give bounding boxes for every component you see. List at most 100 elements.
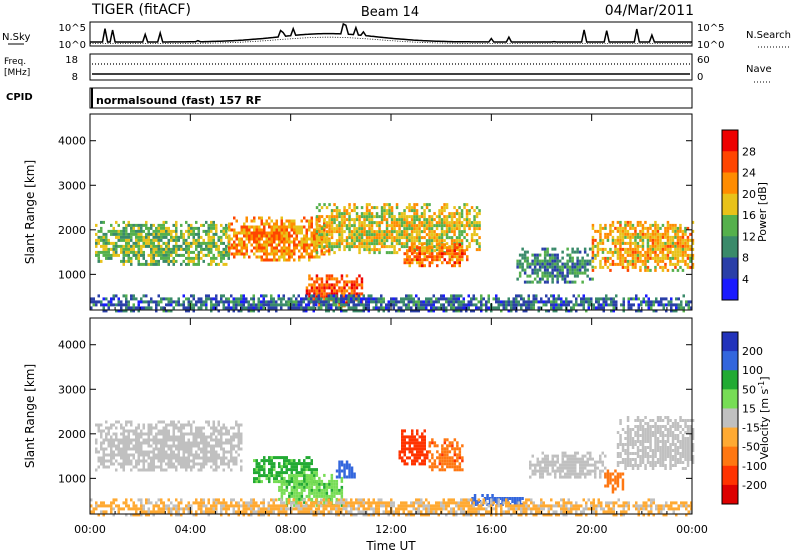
- echo-cell: [572, 303, 575, 307]
- echo-cell: [348, 242, 351, 246]
- echo-cell: [127, 223, 130, 227]
- echo-cell: [664, 265, 667, 269]
- echo-cell: [363, 218, 366, 222]
- echo-cell: [430, 309, 433, 313]
- echo-cell: [233, 228, 236, 232]
- echo-cell: [651, 223, 655, 227]
- echo-cell: [659, 247, 662, 251]
- echo-cell: [315, 482, 319, 486]
- echo-cell: [546, 277, 549, 281]
- echo-cell: [315, 286, 319, 290]
- echo-cell: [250, 237, 253, 241]
- echo-cell: [624, 256, 627, 260]
- echo-cell: [378, 230, 381, 234]
- echo-cell: [556, 253, 559, 257]
- echo-cell: [308, 222, 311, 226]
- echo-cell: [461, 468, 464, 472]
- echo-cell: [410, 230, 414, 234]
- echo-cell: [305, 237, 308, 241]
- echo-cell: [552, 303, 555, 307]
- echo-cell: [110, 459, 113, 463]
- echo-cell: [440, 239, 444, 243]
- echo-cell: [160, 453, 163, 457]
- echo-cell: [545, 303, 548, 307]
- echo-cell: [560, 297, 563, 301]
- echo-cell: [323, 494, 326, 498]
- echo-cell: [634, 238, 637, 242]
- echo-cell: [132, 309, 135, 313]
- echo-cell: [102, 250, 105, 254]
- echo-cell: [145, 220, 148, 224]
- echo-cell: [348, 472, 351, 476]
- echo-cell: [347, 294, 350, 298]
- echo-cell: [117, 438, 120, 442]
- echo-cell: [290, 249, 293, 253]
- echo-cell: [137, 435, 140, 439]
- echo-cell: [172, 438, 175, 442]
- echo-cell: [290, 465, 293, 469]
- echo-cell: [152, 247, 155, 251]
- echo-cell: [117, 447, 120, 451]
- echo-cell: [230, 456, 233, 460]
- echo-cell: [435, 248, 439, 252]
- echo-cell: [561, 475, 564, 479]
- echo-cell: [407, 303, 410, 307]
- echo-cell: [115, 253, 118, 257]
- echo-cell: [122, 435, 125, 439]
- echo-cell: [390, 242, 394, 246]
- echo-cell: [495, 300, 498, 304]
- echo-cell: [263, 465, 266, 469]
- echo-cell: [417, 303, 420, 307]
- echo-cell: [273, 474, 276, 478]
- echo-cell: [651, 247, 655, 251]
- echo-cell: [455, 297, 458, 301]
- echo-cell: [142, 250, 145, 254]
- echo-cell: [635, 294, 638, 298]
- echo-cell: [567, 303, 570, 307]
- echo-cell: [410, 306, 413, 310]
- echo-cell: [423, 441, 426, 445]
- echo-cell: [596, 244, 600, 248]
- echo-cell: [641, 232, 645, 236]
- echo-cell: [295, 297, 298, 301]
- echo-cell: [187, 229, 190, 233]
- echo-cell: [155, 456, 158, 460]
- echo-cell: [298, 231, 301, 235]
- echo-cell: [430, 306, 433, 310]
- echo-cell: [152, 447, 155, 451]
- echo-cell: [147, 462, 150, 466]
- echo-cell: [293, 249, 296, 253]
- colorbar-tick-label: 16: [742, 209, 756, 222]
- echo-cell: [112, 438, 115, 442]
- echo-cell: [263, 459, 266, 463]
- echo-cell: [400, 212, 404, 216]
- echo-cell: [230, 228, 233, 232]
- echo-cell: [125, 420, 128, 424]
- echo-cell: [591, 244, 595, 248]
- echo-cell: [433, 218, 436, 222]
- echo-cell: [323, 283, 326, 287]
- echo-cell: [315, 491, 319, 495]
- echo-cell: [177, 244, 180, 248]
- echo-cell: [147, 229, 150, 233]
- echo-cell: [452, 294, 455, 298]
- echo-cell: [443, 221, 446, 225]
- echo-cell: [537, 300, 540, 304]
- echo-cell: [127, 232, 130, 236]
- echo-cell: [315, 274, 319, 278]
- echo-cell: [157, 453, 160, 457]
- echo-cell: [308, 292, 311, 296]
- echo-cell: [323, 233, 326, 237]
- echo-cell: [531, 463, 534, 467]
- echo-cell: [142, 465, 145, 469]
- echo-cell: [669, 250, 672, 254]
- echo-cell: [552, 297, 555, 301]
- echo-cell: [604, 232, 607, 236]
- echo-cell: [220, 426, 223, 430]
- echo-cell: [588, 277, 592, 281]
- echo-cell: [340, 221, 344, 225]
- echo-cell: [412, 303, 415, 307]
- echo-cell: [640, 303, 643, 307]
- echo-cell: [487, 294, 490, 298]
- echo-cell: [367, 306, 370, 310]
